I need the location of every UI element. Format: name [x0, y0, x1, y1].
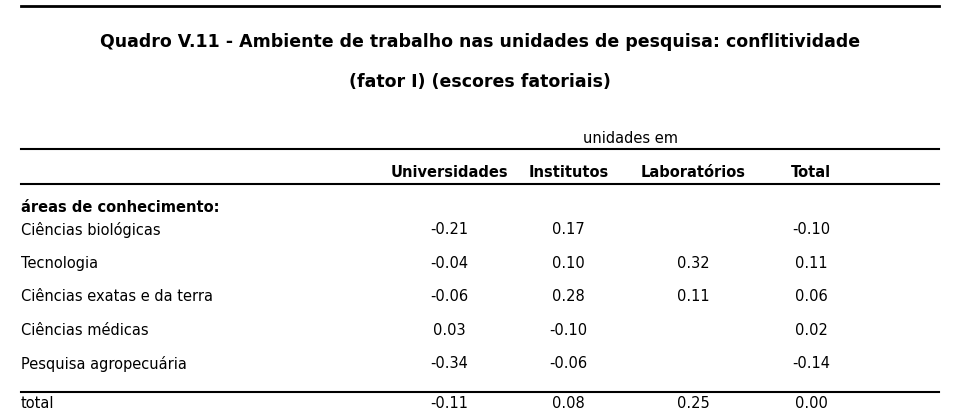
Text: 0.00: 0.00 [795, 396, 828, 408]
Text: Ciências biológicas: Ciências biológicas [21, 222, 160, 238]
Text: 0.08: 0.08 [552, 396, 585, 408]
Text: Ciências exatas e da terra: Ciências exatas e da terra [21, 289, 213, 304]
Text: (fator I) (escores fatoriais): (fator I) (escores fatoriais) [349, 73, 611, 91]
Text: Universidades: Universidades [391, 165, 508, 180]
Text: -0.14: -0.14 [792, 356, 830, 371]
Text: -0.06: -0.06 [430, 289, 468, 304]
Text: -0.04: -0.04 [430, 256, 468, 271]
Text: áreas de conhecimento:: áreas de conhecimento: [21, 200, 220, 215]
Text: 0.17: 0.17 [552, 222, 585, 237]
Text: 0.03: 0.03 [433, 323, 466, 338]
Text: -0.21: -0.21 [430, 222, 468, 237]
Text: Ciências médicas: Ciências médicas [21, 323, 149, 338]
Text: 0.02: 0.02 [795, 323, 828, 338]
Text: Laboratórios: Laboratórios [640, 165, 746, 180]
Text: 0.11: 0.11 [795, 256, 828, 271]
Text: -0.34: -0.34 [430, 356, 468, 371]
Text: -0.10: -0.10 [792, 222, 830, 237]
Text: 0.28: 0.28 [552, 289, 585, 304]
Text: unidades em: unidades em [583, 131, 678, 146]
Text: Tecnologia: Tecnologia [21, 256, 98, 271]
Text: 0.32: 0.32 [677, 256, 709, 271]
Text: -0.11: -0.11 [430, 396, 468, 408]
Text: Institutos: Institutos [528, 165, 609, 180]
Text: 0.11: 0.11 [677, 289, 709, 304]
Text: -0.06: -0.06 [549, 356, 588, 371]
Text: 0.25: 0.25 [677, 396, 709, 408]
Text: 0.10: 0.10 [552, 256, 585, 271]
Text: Quadro V.11 - Ambiente de trabalho nas unidades de pesquisa: conflitividade: Quadro V.11 - Ambiente de trabalho nas u… [100, 33, 860, 51]
Text: 0.06: 0.06 [795, 289, 828, 304]
Text: -0.10: -0.10 [549, 323, 588, 338]
Text: Total: Total [791, 165, 831, 180]
Text: total: total [21, 396, 55, 408]
Text: Pesquisa agropecuária: Pesquisa agropecuária [21, 356, 187, 372]
